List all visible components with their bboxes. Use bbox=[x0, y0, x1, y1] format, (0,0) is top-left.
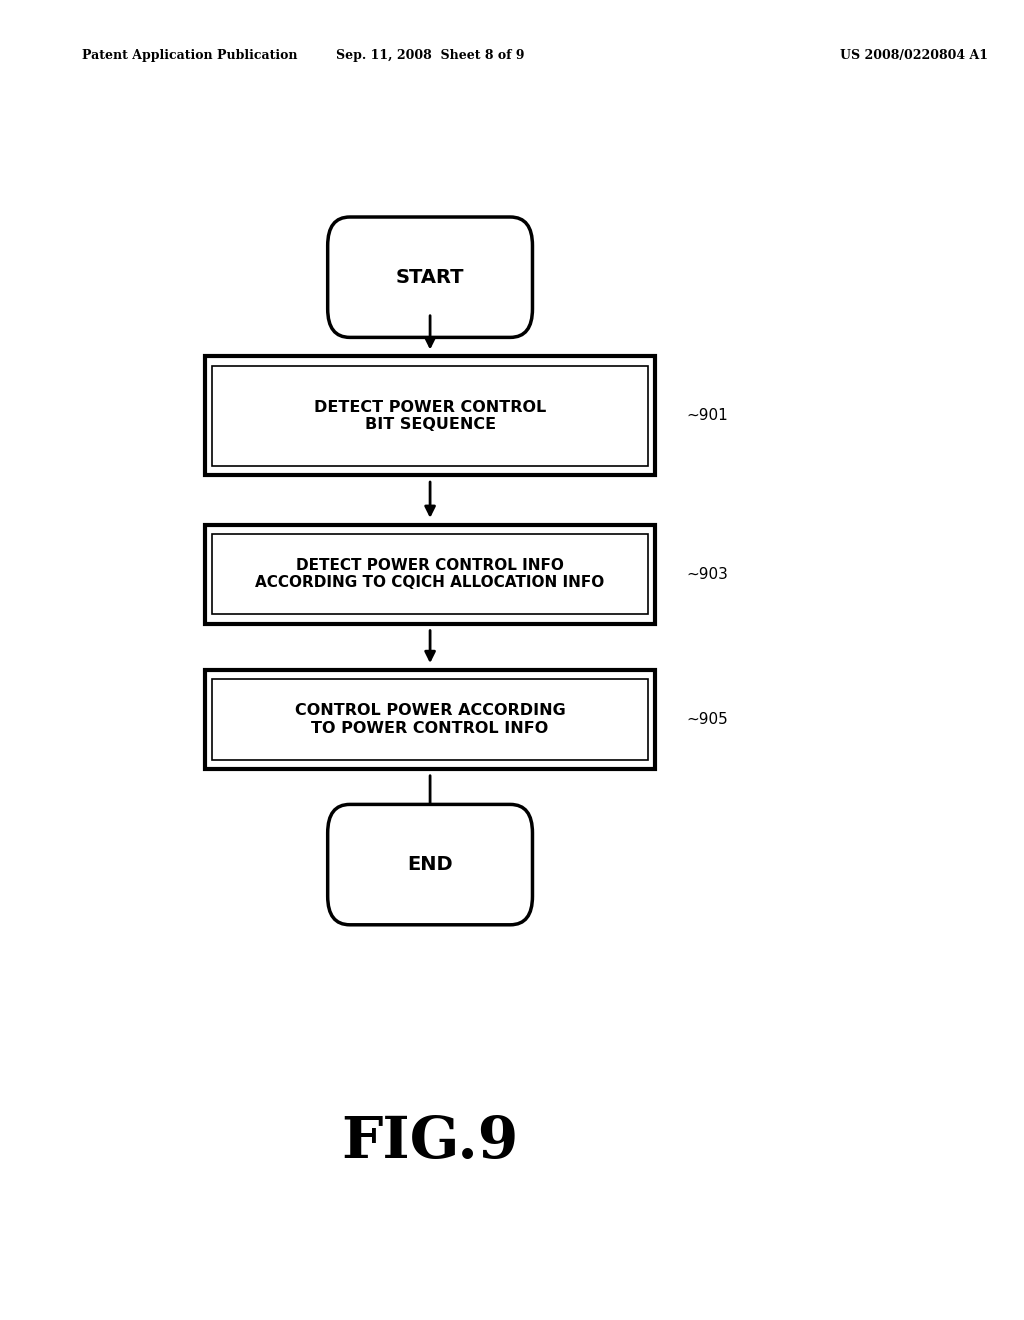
Text: START: START bbox=[396, 268, 464, 286]
Text: Patent Application Publication: Patent Application Publication bbox=[82, 49, 297, 62]
Bar bbox=[212, 535, 648, 615]
Bar bbox=[205, 525, 655, 624]
Text: US 2008/0220804 A1: US 2008/0220804 A1 bbox=[840, 49, 988, 62]
Bar bbox=[205, 671, 655, 768]
Text: ~905: ~905 bbox=[686, 711, 728, 727]
Text: ~901: ~901 bbox=[686, 408, 728, 424]
FancyBboxPatch shape bbox=[328, 804, 532, 925]
Bar bbox=[212, 678, 648, 759]
Bar bbox=[212, 366, 648, 466]
Text: ~903: ~903 bbox=[686, 566, 728, 582]
Text: CONTROL POWER ACCORDING
TO POWER CONTROL INFO: CONTROL POWER ACCORDING TO POWER CONTROL… bbox=[295, 704, 565, 735]
Text: DETECT POWER CONTROL
BIT SEQUENCE: DETECT POWER CONTROL BIT SEQUENCE bbox=[314, 400, 546, 432]
Text: DETECT POWER CONTROL INFO
ACCORDING TO CQICH ALLOCATION INFO: DETECT POWER CONTROL INFO ACCORDING TO C… bbox=[255, 558, 605, 590]
FancyBboxPatch shape bbox=[328, 216, 532, 338]
Text: END: END bbox=[408, 855, 453, 874]
Text: Sep. 11, 2008  Sheet 8 of 9: Sep. 11, 2008 Sheet 8 of 9 bbox=[336, 49, 524, 62]
Text: FIG.9: FIG.9 bbox=[341, 1114, 519, 1170]
Bar bbox=[205, 356, 655, 475]
